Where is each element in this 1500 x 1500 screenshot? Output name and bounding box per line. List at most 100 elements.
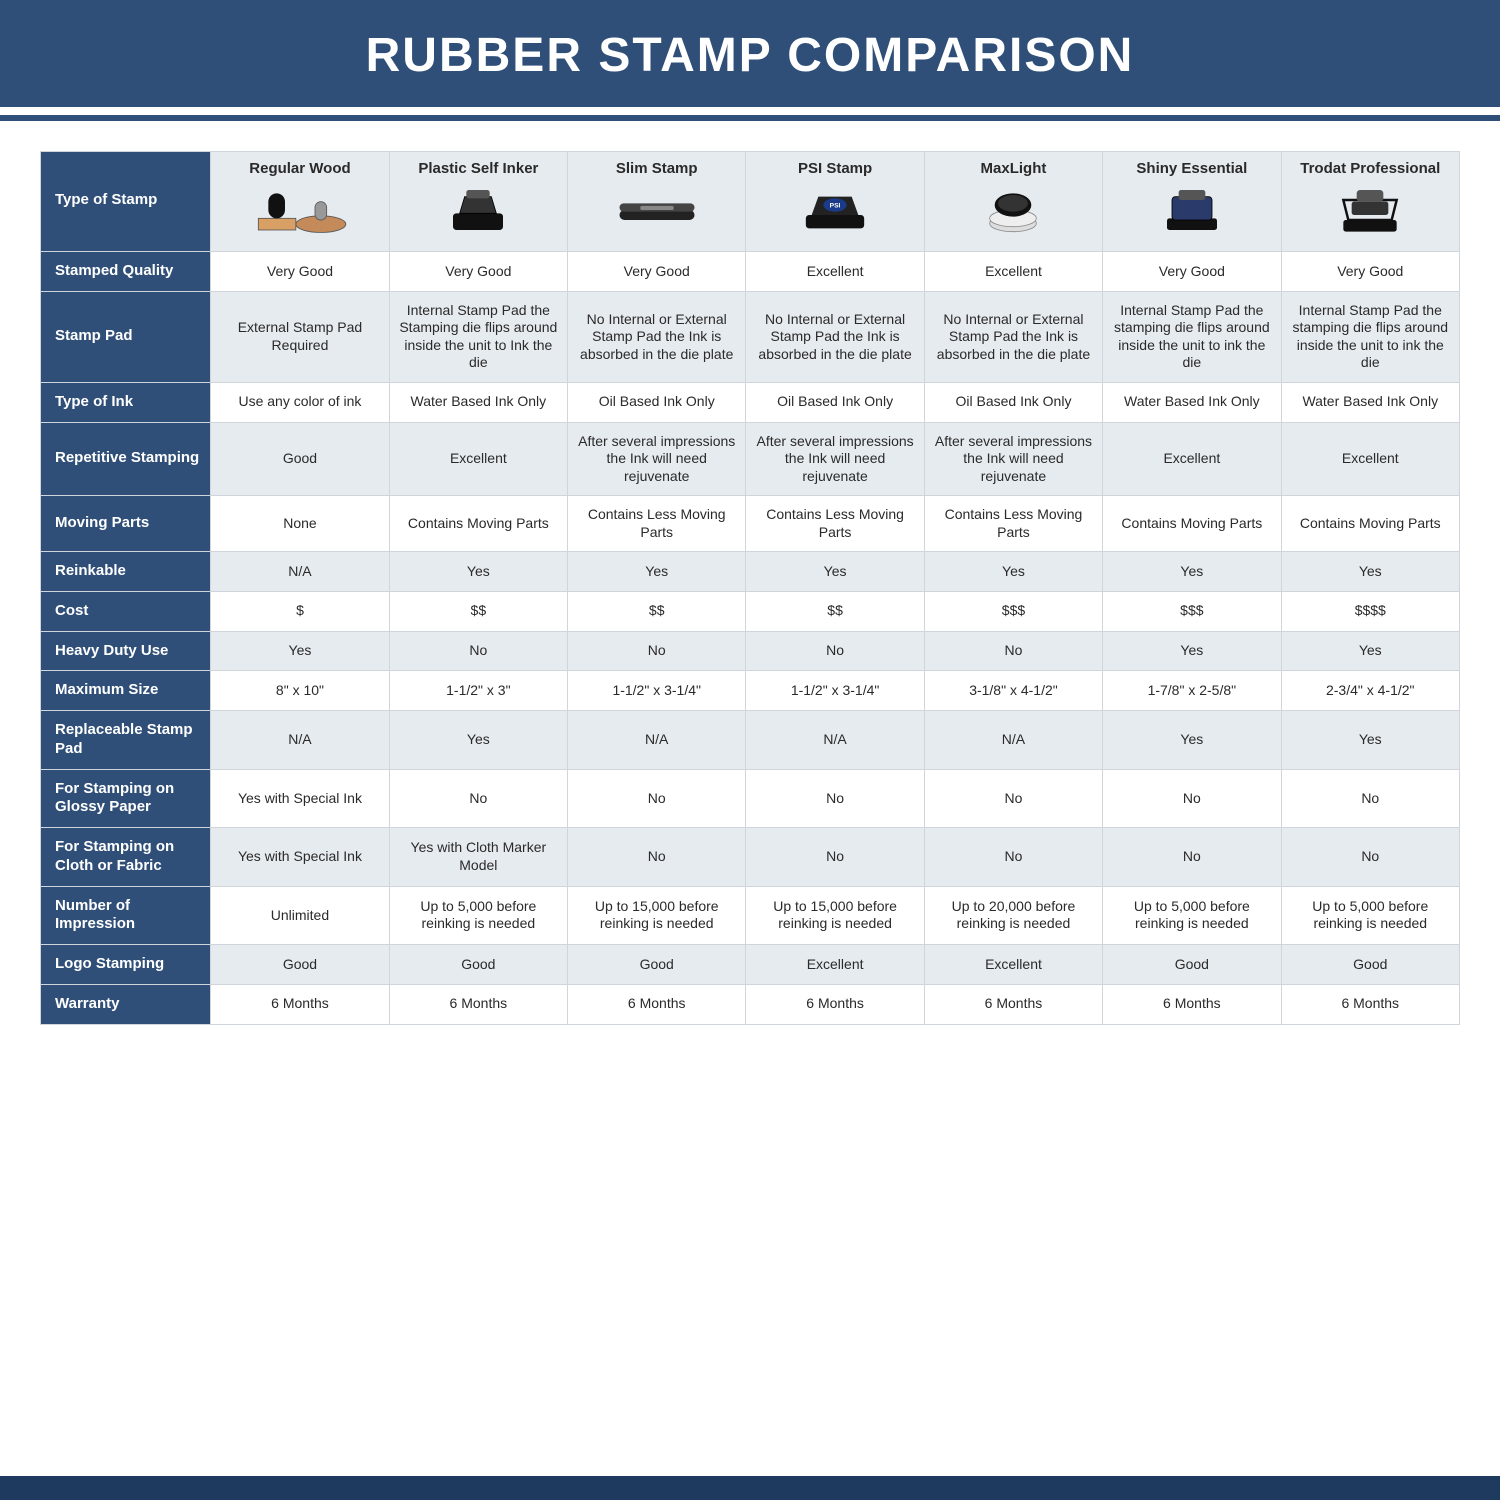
cell: Yes (1281, 711, 1459, 770)
cell: No (1281, 828, 1459, 887)
cell: Contains Moving Parts (389, 496, 567, 552)
cell: Good (211, 945, 389, 985)
cell: No (1103, 769, 1281, 828)
cell: No (1281, 769, 1459, 828)
cell: Yes (389, 552, 567, 592)
col-header-slim-stamp: Slim Stamp (568, 152, 746, 252)
row-header: Logo Stamping (41, 945, 211, 985)
cell: Yes (568, 552, 746, 592)
table-row: Stamp PadExternal Stamp Pad RequiredInte… (41, 291, 1460, 382)
row-header: Reinkable (41, 552, 211, 592)
table-head: Type of Stamp Regular Wood Plastic Self … (41, 152, 1460, 252)
cell: No (568, 828, 746, 887)
cell: Water Based Ink Only (389, 382, 567, 422)
cell: No (389, 631, 567, 671)
cell: No Internal or External Stamp Pad the In… (746, 291, 924, 382)
page-title: RUBBER STAMP COMPARISON (0, 0, 1500, 111)
table-row: Replaceable Stamp PadN/AYesN/AN/AN/AYesY… (41, 711, 1460, 770)
svg-text:PSI: PSI (830, 202, 841, 209)
cell: Oil Based Ink Only (568, 382, 746, 422)
cell: Yes (924, 552, 1102, 592)
cell: Yes (746, 552, 924, 592)
cell: 1-1/2" x 3" (389, 671, 567, 711)
cell: Up to 15,000 before reinking is needed (568, 886, 746, 945)
cell: After several impressions the Ink will n… (924, 422, 1102, 496)
table-row: Maximum Size8" x 10"1-1/2" x 3"1-1/2" x … (41, 671, 1460, 711)
cell: 6 Months (924, 984, 1102, 1024)
cell: Yes with Cloth Marker Model (389, 828, 567, 887)
row-header: For Stamping on Glossy Paper (41, 769, 211, 828)
trodat-icon (1320, 185, 1420, 235)
cell: Yes (1281, 552, 1459, 592)
cell: Internal Stamp Pad the Stamping die flip… (389, 291, 567, 382)
cell: N/A (568, 711, 746, 770)
cell: N/A (746, 711, 924, 770)
table-row: Type of InkUse any color of inkWater Bas… (41, 382, 1460, 422)
cell: $$ (568, 591, 746, 631)
row-header: Warranty (41, 984, 211, 1024)
cell: 8" x 10" (211, 671, 389, 711)
cell: $$ (389, 591, 567, 631)
table-row: For Stamping on Glossy PaperYes with Spe… (41, 769, 1460, 828)
cell: No (389, 769, 567, 828)
cell: No (924, 631, 1102, 671)
cell: No Internal or External Stamp Pad the In… (568, 291, 746, 382)
cell: Water Based Ink Only (1103, 382, 1281, 422)
cell: 6 Months (1281, 984, 1459, 1024)
cell: Very Good (568, 252, 746, 292)
cell: Good (568, 945, 746, 985)
cell: Up to 5,000 before reinking is needed (389, 886, 567, 945)
table-row: ReinkableN/AYesYesYesYesYesYes (41, 552, 1460, 592)
cell: Up to 5,000 before reinking is needed (1103, 886, 1281, 945)
row-header: Type of Ink (41, 382, 211, 422)
cell: Up to 20,000 before reinking is needed (924, 886, 1102, 945)
cell: 1-1/2" x 3-1/4" (746, 671, 924, 711)
cell: External Stamp Pad Required (211, 291, 389, 382)
cell: No (1103, 828, 1281, 887)
shiny-icon (1142, 185, 1242, 235)
cell: No (924, 769, 1102, 828)
cell: Internal Stamp Pad the stamping die flip… (1281, 291, 1459, 382)
cell: Yes with Special Ink (211, 828, 389, 887)
row-header: Heavy Duty Use (41, 631, 211, 671)
cell: $ (211, 591, 389, 631)
cell: Yes (1281, 631, 1459, 671)
table-row: Cost$$$$$$$$$$$$$$$$$ (41, 591, 1460, 631)
col-header-psi-stamp: PSI Stamp PSI (746, 152, 924, 252)
row-header: Repetitive Stamping (41, 422, 211, 496)
cell: $$$$ (1281, 591, 1459, 631)
cell: Good (1281, 945, 1459, 985)
psi-stamp-icon: PSI (785, 185, 885, 235)
cell: Contains Moving Parts (1281, 496, 1459, 552)
cell: No (568, 631, 746, 671)
cell: Excellent (746, 945, 924, 985)
cell: No Internal or External Stamp Pad the In… (924, 291, 1102, 382)
cell: Oil Based Ink Only (746, 382, 924, 422)
comparison-table: Type of Stamp Regular Wood Plastic Self … (40, 151, 1460, 1025)
cell: 6 Months (746, 984, 924, 1024)
row-header: Moving Parts (41, 496, 211, 552)
table-row: Stamped QualityVery GoodVery GoodVery Go… (41, 252, 1460, 292)
cell: 6 Months (1103, 984, 1281, 1024)
cell: Good (211, 422, 389, 496)
col-label: Shiny Essential (1109, 160, 1274, 179)
cell: After several impressions the Ink will n… (746, 422, 924, 496)
bottom-bar (0, 1476, 1500, 1500)
cell: None (211, 496, 389, 552)
row-header: Cost (41, 591, 211, 631)
table-row: Repetitive StampingGoodExcellentAfter se… (41, 422, 1460, 496)
cell: Excellent (746, 252, 924, 292)
table-row: Logo StampingGoodGoodGoodExcellentExcell… (41, 945, 1460, 985)
table-row: Number of ImpressionUnlimitedUp to 5,000… (41, 886, 1460, 945)
cell: After several impressions the Ink will n… (568, 422, 746, 496)
cell: Good (1103, 945, 1281, 985)
cell: Use any color of ink (211, 382, 389, 422)
col-header-regular-wood: Regular Wood (211, 152, 389, 252)
col-label: Slim Stamp (574, 160, 739, 179)
cell: No (568, 769, 746, 828)
cell: Water Based Ink Only (1281, 382, 1459, 422)
col-label: Trodat Professional (1288, 160, 1453, 179)
cell: $$$ (1103, 591, 1281, 631)
cell: $$ (746, 591, 924, 631)
cell: Yes (1103, 631, 1281, 671)
